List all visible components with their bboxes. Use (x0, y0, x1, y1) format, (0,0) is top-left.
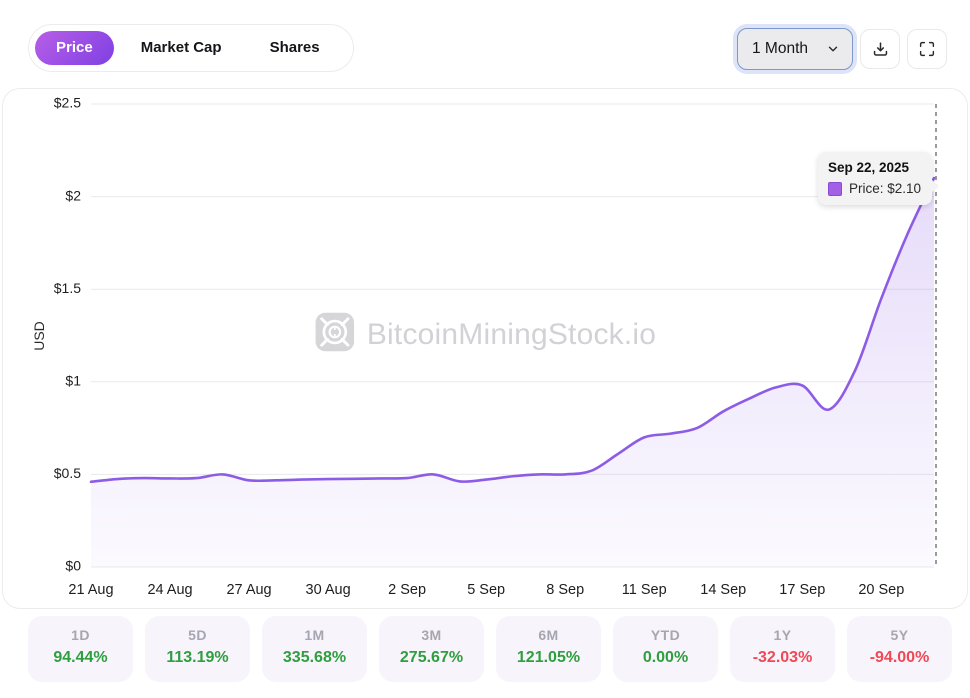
download-icon (871, 40, 890, 59)
tooltip-arrow (932, 180, 940, 192)
fullscreen-button[interactable] (907, 29, 947, 69)
fullscreen-icon (918, 40, 936, 58)
performance-badge-ytd[interactable]: YTD 0.00% (613, 616, 718, 682)
y-tick-label: $1.5 (54, 280, 81, 296)
badge-change-value: -32.03% (752, 649, 813, 666)
time-range-value: 1 Month (752, 40, 809, 57)
tab-price[interactable]: Price (35, 30, 114, 66)
badge-change-value: 94.44% (53, 649, 108, 666)
performance-badge-3m[interactable]: 3M 275.67% (379, 616, 484, 682)
x-tick-label: 27 Aug (226, 582, 271, 598)
x-tick-label: 20 Sep (858, 582, 904, 598)
performance-row: 1D 94.44% 5D 113.19% 1M 335.68% 3M 275.67% 6M 121… (28, 616, 952, 682)
performance-badge-6m[interactable]: 6M 121.05% (496, 616, 601, 682)
x-tick-label: 17 Sep (779, 582, 825, 598)
x-tick-label: 2 Sep (388, 582, 426, 598)
x-tick-label: 30 Aug (306, 582, 351, 598)
x-tick-label: 14 Sep (700, 582, 746, 598)
chevron-down-icon (826, 42, 840, 56)
performance-badge-5d[interactable]: 5D 113.19% (145, 616, 250, 682)
x-tick-label: 21 Aug (68, 582, 113, 598)
badge-period-label: 5Y (890, 627, 909, 643)
badge-change-value: 335.68% (282, 649, 347, 666)
performance-badge-1m[interactable]: 1M 335.68% (262, 616, 367, 682)
tab-market-cap[interactable]: Market Cap (120, 31, 243, 66)
badge-change-value: 275.67% (399, 649, 464, 666)
badge-change-value: -94.00% (869, 649, 930, 666)
tab-shares[interactable]: Shares (249, 31, 341, 66)
series-swatch (828, 181, 842, 196)
tooltip-date: Sep 22, 2025 (828, 160, 910, 175)
performance-badge-1y[interactable]: 1Y -32.03% (730, 616, 835, 682)
chart-controls: 1 Month (737, 28, 947, 70)
y-tick-label: $2 (65, 187, 81, 203)
tooltip-price: Price: $2.10 (849, 181, 922, 196)
y-tick-label: $0.5 (54, 465, 81, 481)
y-tick-label: $0 (65, 558, 81, 574)
badge-period-label: 6M (538, 627, 559, 643)
y-tick-label: $1 (65, 373, 81, 389)
performance-badge-1d[interactable]: 1D 94.44% (28, 616, 133, 682)
badge-period-label: 5D (188, 627, 207, 643)
chart-tooltip: Sep 22, 2025 Price: $2.10 (818, 152, 940, 205)
badge-change-value: 121.05% (516, 649, 581, 666)
y-tick-label: $2.5 (54, 95, 81, 111)
performance-badge-5y[interactable]: 5Y -94.00% (847, 616, 952, 682)
area-fill (91, 178, 934, 567)
download-button[interactable] (860, 29, 900, 69)
badge-change-value: 0.00% (642, 649, 689, 666)
x-tick-label: 8 Sep (546, 582, 584, 598)
x-tick-label: 5 Sep (467, 582, 505, 598)
x-tick-label: 11 Sep (622, 582, 667, 598)
metric-tab-group: Price Market Cap Shares (28, 24, 354, 72)
price-area-chart[interactable]: $0 $0.5 $1 $1.5 $2 $2.5 21 Aug 24 Aug 27 Aug 30 A… (3, 89, 969, 610)
x-tick-label: 24 Aug (147, 582, 192, 598)
price-line (89, 176, 936, 484)
badge-period-label: YTD (650, 627, 681, 643)
badge-change-value: 113.19% (166, 649, 229, 666)
badge-period-label: 1Y (773, 627, 792, 643)
badge-period-label: 3M (421, 627, 442, 643)
badge-period-label: 1M (304, 627, 325, 643)
tooltip-row: Price: $2.10 (828, 181, 921, 196)
badge-period-label: 1D (71, 627, 90, 643)
price-chart-card: USD $0 $0.5 $1 $1.5 $2 $2.5 21 Aug 24 Aug 27 Aug… (2, 88, 968, 609)
time-range-dropdown[interactable]: 1 Month (737, 28, 853, 70)
